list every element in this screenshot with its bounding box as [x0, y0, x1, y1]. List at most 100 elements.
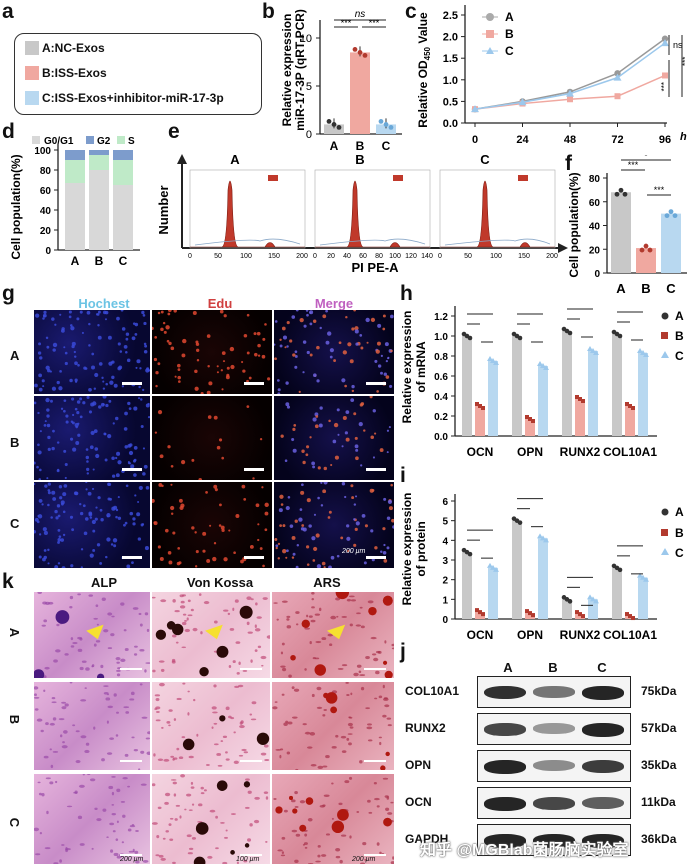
cell-nucleus — [273, 797, 277, 800]
cell — [306, 498, 311, 503]
cell — [123, 523, 126, 527]
cell — [300, 527, 305, 531]
cell — [117, 342, 121, 346]
cell — [354, 527, 358, 531]
point — [661, 39, 669, 47]
cell-nucleus — [130, 691, 135, 696]
chart-b-sig: *** — [341, 18, 352, 28]
cell — [262, 564, 265, 568]
chart-b-ytick: 0 — [306, 129, 312, 141]
cell — [56, 504, 61, 508]
cell-nucleus — [373, 782, 377, 785]
histogram-xtick: 150 — [518, 253, 530, 260]
cell-nucleus — [246, 621, 250, 626]
cell — [264, 502, 269, 508]
cell-nucleus — [38, 792, 42, 796]
cell — [77, 422, 80, 425]
cell-nucleus — [41, 793, 45, 797]
micrograph-g3-3 — [274, 482, 394, 568]
data-point — [543, 365, 549, 370]
cell — [108, 399, 112, 403]
histogram-xtick: 150 — [268, 253, 280, 260]
stain-deposit — [330, 706, 338, 714]
cell — [170, 483, 173, 486]
chart-c-sig: *** — [681, 57, 690, 66]
ytick-label: 1 — [442, 595, 448, 606]
data-point — [331, 122, 337, 127]
cell-nucleus — [213, 620, 218, 624]
cell-nucleus — [165, 830, 169, 833]
cell — [369, 396, 373, 399]
cell — [382, 550, 387, 555]
cell-nucleus — [291, 686, 295, 690]
cell — [282, 335, 288, 340]
bar-segment — [89, 150, 109, 155]
cell-nucleus — [188, 755, 194, 759]
cell — [274, 357, 277, 361]
cell — [322, 314, 327, 319]
cell — [354, 495, 358, 498]
cell — [166, 339, 170, 343]
stain-deposit — [216, 780, 228, 791]
micrograph-dots — [34, 482, 150, 568]
cell-nucleus — [69, 682, 73, 684]
cell — [113, 544, 117, 548]
cell-nucleus — [254, 796, 260, 800]
cell-nucleus — [249, 823, 253, 827]
ytick-label: 20 — [589, 245, 601, 256]
chart-b: Relative expressionmiR-17-3P (qRT-PCR) 0… — [280, 9, 402, 153]
cell-nucleus — [205, 763, 210, 766]
cell-nucleus — [360, 625, 365, 629]
cell-nucleus — [245, 778, 250, 781]
data-point — [631, 406, 635, 410]
cell — [142, 314, 146, 317]
cell — [132, 522, 136, 526]
cell — [134, 332, 138, 336]
cell-nucleus — [179, 815, 182, 819]
cell-nucleus — [379, 851, 382, 855]
cell — [200, 391, 204, 394]
ytick-label: 100 — [34, 146, 51, 157]
cell — [70, 326, 75, 331]
cell — [267, 377, 271, 381]
micrograph-dots — [34, 396, 150, 480]
cell-nucleus — [52, 717, 57, 721]
cell-nucleus — [100, 664, 104, 669]
cell — [69, 378, 73, 383]
cell-nucleus — [349, 623, 353, 627]
cell-nucleus — [127, 828, 132, 832]
cell-nucleus — [52, 750, 59, 753]
cell — [353, 310, 357, 312]
cell — [285, 506, 290, 511]
cell-nucleus — [368, 811, 373, 814]
cell-nucleus — [213, 684, 217, 688]
cell-nucleus — [376, 842, 380, 846]
watermark: 知乎 @MGBlab菌肠脑实验室 — [420, 842, 629, 859]
cell-nucleus — [233, 760, 239, 765]
cell — [309, 311, 312, 314]
cell-nucleus — [45, 601, 51, 605]
data-point — [357, 50, 363, 55]
cell — [74, 380, 78, 383]
stain-deposit — [380, 765, 386, 770]
cell — [383, 559, 388, 563]
cell — [354, 444, 359, 449]
cell — [246, 351, 250, 355]
cell-nucleus — [80, 735, 87, 739]
cell — [84, 517, 89, 521]
cell-nucleus — [106, 752, 113, 755]
cell — [160, 310, 164, 314]
cell — [117, 496, 120, 499]
data-point — [326, 119, 332, 124]
cell — [191, 526, 195, 530]
cell-nucleus — [314, 613, 321, 616]
cell — [123, 344, 128, 349]
cell-nucleus — [180, 774, 186, 778]
cell-nucleus — [215, 815, 218, 819]
cell-nucleus — [295, 833, 301, 837]
chart-h: Relative expressionof mRNA 0.00.20.40.60… — [400, 306, 684, 459]
stain-deposit — [243, 781, 251, 788]
scale-bar — [244, 468, 264, 471]
xtick-label: OPN — [517, 628, 543, 639]
cell-nucleus — [160, 668, 165, 672]
